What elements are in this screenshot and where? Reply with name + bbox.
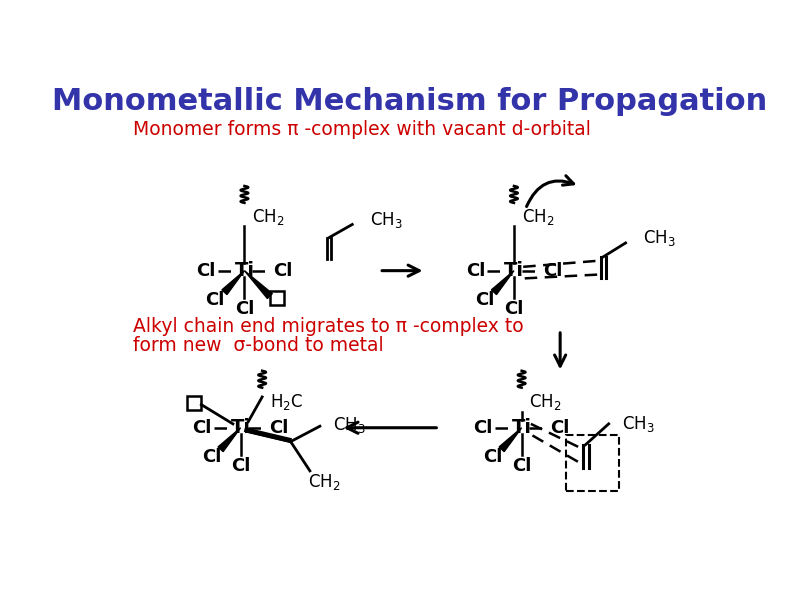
- Text: Ti: Ti: [512, 418, 532, 437]
- Polygon shape: [222, 271, 245, 295]
- Bar: [270, 290, 284, 305]
- Text: Ti: Ti: [230, 418, 250, 437]
- Text: Cl: Cl: [231, 457, 250, 475]
- Text: Cl: Cl: [474, 419, 493, 437]
- Text: Cl: Cl: [196, 262, 216, 280]
- Text: Cl: Cl: [482, 448, 502, 466]
- Text: Cl: Cl: [466, 262, 485, 280]
- Text: $\mathsf{CH_3}$: $\mathsf{CH_3}$: [333, 415, 366, 434]
- Text: Ti: Ti: [504, 261, 524, 280]
- Bar: [187, 396, 202, 410]
- Polygon shape: [491, 271, 514, 295]
- Text: $\mathsf{CH_3}$: $\mathsf{CH_3}$: [370, 210, 402, 230]
- Text: Cl: Cl: [193, 419, 212, 437]
- Text: Cl: Cl: [542, 262, 562, 280]
- Text: form new  σ-bond to metal: form new σ-bond to metal: [133, 336, 383, 355]
- Text: Cl: Cl: [550, 419, 570, 437]
- Text: Cl: Cl: [270, 419, 289, 437]
- Text: $\mathsf{CH_3}$: $\mathsf{CH_3}$: [622, 414, 654, 434]
- Text: Cl: Cl: [202, 448, 221, 466]
- Polygon shape: [218, 428, 241, 452]
- Polygon shape: [499, 428, 522, 452]
- Text: $\mathsf{CH_2}$: $\mathsf{CH_2}$: [307, 472, 340, 491]
- Text: Cl: Cl: [475, 291, 494, 309]
- Text: Ti: Ti: [234, 261, 254, 280]
- Text: Cl: Cl: [234, 300, 254, 318]
- Polygon shape: [245, 271, 272, 299]
- Bar: [566, 436, 618, 491]
- Text: Alkyl chain end migrates to π -complex to: Alkyl chain end migrates to π -complex t…: [133, 317, 523, 335]
- Text: $\mathsf{CH_3}$: $\mathsf{CH_3}$: [642, 227, 675, 248]
- Text: Cl: Cl: [512, 457, 531, 475]
- Text: Monometallic Mechanism for Propagation: Monometallic Mechanism for Propagation: [52, 87, 768, 116]
- Text: $\mathsf{CH_2}$: $\mathsf{CH_2}$: [522, 207, 554, 227]
- Text: $\mathsf{CH_2}$: $\mathsf{CH_2}$: [252, 207, 285, 227]
- Text: Cl: Cl: [274, 262, 293, 280]
- Text: Cl: Cl: [504, 300, 524, 318]
- Text: Monomer forms π -complex with vacant d-orbital: Monomer forms π -complex with vacant d-o…: [133, 120, 590, 139]
- Text: Cl: Cl: [206, 291, 225, 309]
- Text: $\mathsf{CH_2}$: $\mathsf{CH_2}$: [530, 392, 562, 412]
- Text: $\mathsf{H_2C}$: $\mathsf{H_2C}$: [270, 392, 303, 412]
